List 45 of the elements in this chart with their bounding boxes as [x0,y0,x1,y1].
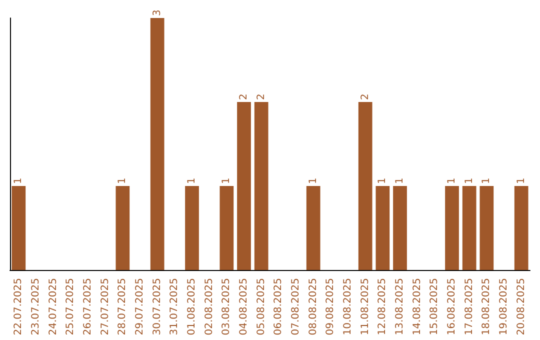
x-tick-label: 26.07.2025 [82,278,94,336]
x-tick-label: 06.08.2025 [273,278,284,336]
data-label: 1 [516,178,527,184]
data-label: 2 [238,94,250,100]
data-label: 2 [360,94,371,100]
x-tick-label: 09.08.2025 [325,278,336,336]
x-tick-label: 30.07.2025 [152,278,163,336]
x-tick-label: 14.08.2025 [412,278,423,336]
data-label: 1 [377,178,388,184]
x-tick-label: 19.08.2025 [498,278,510,336]
data-label: 1 [481,178,492,184]
x-tick-label: 31.07.2025 [169,278,180,336]
x-tick-label: 28.07.2025 [117,278,128,336]
data-label: 1 [308,178,319,184]
x-tick-label: 27.07.2025 [100,278,111,336]
data-label: 3 [152,10,163,16]
x-tick-label: 11.08.2025 [360,278,371,336]
x-tick-label: 17.08.2025 [464,278,475,336]
data-label: 1 [446,178,458,184]
x-tick-label: 02.08.2025 [204,278,215,336]
x-tick-label: 18.08.2025 [481,278,492,336]
data-label: 1 [464,178,475,184]
x-tick-label: 01.08.2025 [186,278,198,336]
x-tick-label: 12.08.2025 [377,278,388,336]
x-tick-label: 08.08.2025 [308,278,319,336]
x-tick-label: 20.08.2025 [516,278,527,336]
x-tick-label: 16.08.2025 [446,278,458,336]
x-tick-label: 05.08.2025 [256,278,267,336]
x-tick-label: 15.08.2025 [429,278,440,336]
x-tick-label: 29.07.2025 [134,278,146,336]
x-tick-label: 03.08.2025 [221,278,232,336]
data-label: 1 [13,178,24,184]
data-label: 1 [117,178,128,184]
data-label: 1 [394,178,406,184]
data-label: 2 [256,94,267,100]
data-label: 1 [221,178,232,184]
x-tick-label: 10.08.2025 [342,278,354,336]
x-tick-label: 13.08.2025 [394,278,406,336]
x-tick-label: 22.07.2025 [13,278,24,336]
x-tick-label: 07.08.2025 [290,278,302,336]
x-tick-label: 23.07.2025 [30,278,42,336]
data-label: 1 [186,178,198,184]
x-tick-label: 04.08.2025 [238,278,250,336]
x-tick-label: 25.07.2025 [65,278,76,336]
x-tick-label: 24.07.2025 [48,278,59,336]
